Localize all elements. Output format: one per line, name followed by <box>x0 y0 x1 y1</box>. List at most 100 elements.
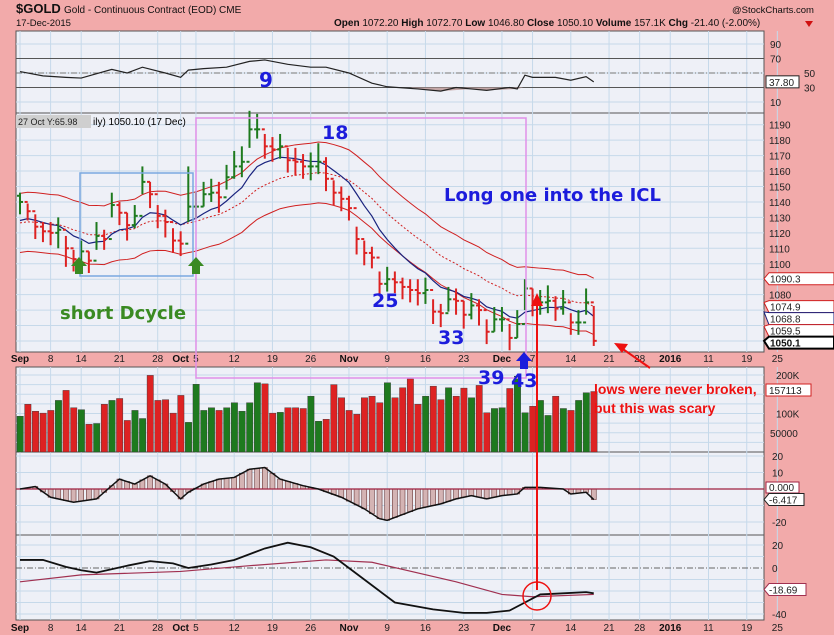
volume-bar <box>292 407 299 453</box>
volume-bar <box>177 395 185 453</box>
price-bar <box>147 180 154 209</box>
histogram-bar <box>499 488 505 496</box>
volume-bar <box>338 397 345 453</box>
volume-bar <box>353 414 361 453</box>
price-bar <box>498 307 505 332</box>
price-bar <box>506 318 513 351</box>
price-bar <box>300 154 307 179</box>
low-label: Low <box>465 18 485 29</box>
volume-bars <box>16 375 598 453</box>
volume-value-tag <box>765 383 812 397</box>
price-bar <box>85 250 92 274</box>
histogram-bar <box>147 475 153 490</box>
watermark: @StockCharts.com <box>732 5 814 16</box>
annotation-long-one: Long one into the ICL <box>444 185 661 206</box>
price-bar <box>407 279 414 303</box>
volume-bar <box>24 404 32 453</box>
x-tick-label: 8 <box>48 623 54 634</box>
histogram-bar <box>476 488 482 498</box>
fast-ma-line <box>19 156 595 319</box>
volume-bar <box>70 407 78 453</box>
histogram-bar <box>414 488 421 510</box>
upper-band-line <box>19 141 594 279</box>
histogram-tick-label: 20 <box>772 452 784 463</box>
price-bar <box>453 288 460 315</box>
price-bar <box>277 133 284 159</box>
x-tick-label: 14 <box>565 354 577 365</box>
x-tick-label: Sep <box>11 623 29 634</box>
price-bar <box>177 231 184 257</box>
high-value: 1072.70 <box>426 18 463 29</box>
price-value-tag <box>763 300 834 314</box>
x-tick-label: 9 <box>384 354 390 365</box>
price-tick-label: 1160 <box>769 167 791 178</box>
x-tick-label: 5 <box>193 623 199 634</box>
histogram-tick-label: -20 <box>772 518 787 529</box>
price-tick-label: 1150 <box>769 183 791 194</box>
price-bar <box>70 247 77 272</box>
osc-tick-label: 20 <box>772 541 784 552</box>
price-bar <box>200 181 207 208</box>
volume-bar <box>330 384 338 453</box>
x-tick-label: 19 <box>741 354 753 365</box>
histogram-bar <box>376 488 383 520</box>
price-bar <box>483 309 490 345</box>
x-tick-label: Dec <box>493 623 512 634</box>
x-tick-label: 21 <box>603 623 615 634</box>
annotation-lows-line2: but this was scary <box>594 400 716 416</box>
price-bar <box>170 221 176 253</box>
price-tick-label: 1170 <box>769 152 791 163</box>
price-bar <box>391 271 398 294</box>
histogram-bar <box>445 488 452 502</box>
volume-value-tag-text: 157113 <box>769 386 802 397</box>
price-legend: ily) 1050.10 (17 Dec) <box>93 117 186 128</box>
histogram-bar <box>453 488 459 500</box>
histogram-bar <box>55 488 62 500</box>
open-label: Open <box>334 18 360 29</box>
x-tick-label: 26 <box>305 354 317 365</box>
x-tick-label: Oct <box>172 623 189 634</box>
histogram-value-tag <box>763 493 805 507</box>
price-bar <box>246 110 253 163</box>
price-bar <box>345 195 352 221</box>
price-bar <box>17 192 23 215</box>
volume-bar <box>475 385 483 453</box>
price-bar <box>368 246 375 269</box>
x-tick-label: Nov <box>339 354 358 365</box>
volume-bar <box>322 419 330 453</box>
volume-bar <box>208 407 215 453</box>
volume-bar <box>399 387 407 453</box>
price-bar <box>55 217 62 249</box>
volume-bar <box>253 382 261 453</box>
green-up-arrow-icon <box>71 257 87 274</box>
middle-band-line <box>19 171 594 307</box>
histogram-bar <box>361 488 368 510</box>
price-bar <box>323 157 329 192</box>
short-cycle-box <box>79 172 194 277</box>
x-tick-label: Dec <box>493 354 512 365</box>
price-bar <box>330 177 337 206</box>
price-bar <box>223 164 230 199</box>
histogram-bar <box>216 478 222 490</box>
price-bar <box>514 310 521 339</box>
price-bar <box>116 201 123 226</box>
volume-bar <box>47 410 55 453</box>
price-tick-label: 1100 <box>769 260 791 271</box>
histogram-bar <box>422 488 429 508</box>
x-tick-label: 28 <box>152 354 164 365</box>
price-bar <box>24 200 31 221</box>
x-tick-label: 7 <box>530 623 536 634</box>
volume-bar <box>582 392 590 453</box>
x-tick-label: 14 <box>76 623 88 634</box>
volume-bar <box>429 385 437 453</box>
volume-bar <box>384 382 391 453</box>
x-tick-label: 21 <box>114 623 126 634</box>
osc-tick-label: 0 <box>772 564 778 575</box>
chart-date: 17-Dec-2015 <box>16 18 71 29</box>
price-bar <box>414 279 421 306</box>
histogram-bar <box>277 478 283 490</box>
price-tick-label: 1140 <box>769 198 791 209</box>
x-tick-label: Nov <box>339 623 358 634</box>
price-value-tag-text: 1068.8 <box>770 315 801 326</box>
